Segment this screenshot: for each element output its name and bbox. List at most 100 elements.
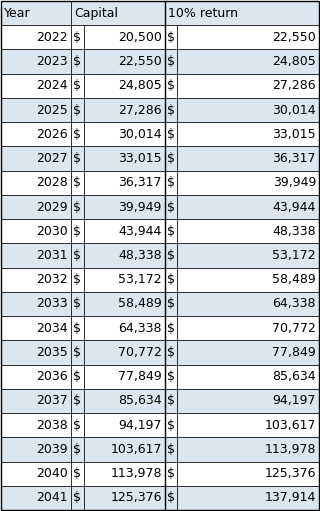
Text: 39,949: 39,949 bbox=[118, 200, 162, 214]
Bar bbox=[84, 74, 165, 98]
Text: 2032: 2032 bbox=[36, 273, 68, 286]
Text: $: $ bbox=[73, 55, 81, 68]
Text: $: $ bbox=[73, 370, 81, 383]
Text: 125,376: 125,376 bbox=[265, 467, 316, 480]
Bar bbox=[71, 461, 84, 486]
Bar bbox=[178, 122, 319, 147]
Bar bbox=[84, 147, 165, 171]
Bar bbox=[178, 98, 319, 122]
Bar bbox=[165, 292, 178, 316]
Text: $: $ bbox=[167, 225, 175, 238]
Bar bbox=[178, 243, 319, 268]
Text: $: $ bbox=[167, 297, 175, 311]
Bar bbox=[178, 486, 319, 510]
Text: $: $ bbox=[73, 79, 81, 92]
Text: 58,489: 58,489 bbox=[272, 273, 316, 286]
Text: $: $ bbox=[167, 443, 175, 456]
Bar bbox=[71, 340, 84, 364]
Text: $: $ bbox=[167, 346, 175, 359]
Bar bbox=[178, 74, 319, 98]
Text: $: $ bbox=[73, 249, 81, 262]
Bar bbox=[165, 316, 178, 340]
Text: 2035: 2035 bbox=[36, 346, 68, 359]
Text: 58,489: 58,489 bbox=[118, 297, 162, 311]
Text: $: $ bbox=[167, 176, 175, 189]
Bar bbox=[1, 243, 71, 268]
Bar bbox=[165, 437, 178, 461]
Bar bbox=[1, 147, 71, 171]
Text: 43,944: 43,944 bbox=[273, 200, 316, 214]
Text: 2038: 2038 bbox=[36, 419, 68, 432]
Text: 24,805: 24,805 bbox=[118, 79, 162, 92]
Text: 2034: 2034 bbox=[36, 322, 68, 335]
Bar bbox=[84, 364, 165, 389]
Text: $: $ bbox=[73, 225, 81, 238]
Bar bbox=[71, 292, 84, 316]
Bar bbox=[178, 292, 319, 316]
Text: 2027: 2027 bbox=[36, 152, 68, 165]
Bar bbox=[1, 389, 71, 413]
Text: $: $ bbox=[73, 128, 81, 141]
Text: $: $ bbox=[73, 394, 81, 407]
Text: $: $ bbox=[167, 467, 175, 480]
Text: $: $ bbox=[167, 419, 175, 432]
Text: $: $ bbox=[167, 273, 175, 286]
Text: $: $ bbox=[73, 419, 81, 432]
Bar bbox=[71, 413, 84, 437]
Text: $: $ bbox=[73, 443, 81, 456]
Bar bbox=[71, 50, 84, 74]
Bar bbox=[71, 1, 165, 25]
Text: $: $ bbox=[167, 104, 175, 117]
Bar bbox=[71, 268, 84, 292]
Text: $: $ bbox=[73, 273, 81, 286]
Text: $: $ bbox=[167, 128, 175, 141]
Bar bbox=[178, 171, 319, 195]
Text: Capital: Capital bbox=[74, 7, 118, 19]
Bar bbox=[1, 292, 71, 316]
Text: 2025: 2025 bbox=[36, 104, 68, 117]
Bar bbox=[84, 486, 165, 510]
Bar bbox=[84, 219, 165, 243]
Text: 70,772: 70,772 bbox=[118, 346, 162, 359]
Text: 94,197: 94,197 bbox=[118, 419, 162, 432]
Bar bbox=[165, 171, 178, 195]
Bar bbox=[84, 316, 165, 340]
Bar bbox=[165, 147, 178, 171]
Bar bbox=[1, 461, 71, 486]
Text: $: $ bbox=[73, 104, 81, 117]
Text: 113,978: 113,978 bbox=[110, 467, 162, 480]
Text: 10% return: 10% return bbox=[168, 7, 238, 19]
Bar bbox=[178, 316, 319, 340]
Text: $: $ bbox=[73, 152, 81, 165]
Text: 27,286: 27,286 bbox=[272, 79, 316, 92]
Text: 77,849: 77,849 bbox=[272, 346, 316, 359]
Bar bbox=[1, 50, 71, 74]
Bar bbox=[71, 98, 84, 122]
Text: 77,849: 77,849 bbox=[118, 370, 162, 383]
Text: Year: Year bbox=[4, 7, 31, 19]
Bar bbox=[165, 364, 178, 389]
Bar bbox=[71, 74, 84, 98]
Text: 2028: 2028 bbox=[36, 176, 68, 189]
Bar bbox=[71, 389, 84, 413]
Bar bbox=[84, 461, 165, 486]
Bar bbox=[84, 268, 165, 292]
Text: $: $ bbox=[167, 249, 175, 262]
Bar bbox=[165, 413, 178, 437]
Bar bbox=[165, 486, 178, 510]
Text: 2037: 2037 bbox=[36, 394, 68, 407]
Text: $: $ bbox=[167, 31, 175, 44]
Text: $: $ bbox=[167, 79, 175, 92]
Text: 53,172: 53,172 bbox=[272, 249, 316, 262]
Bar bbox=[71, 171, 84, 195]
Bar bbox=[165, 389, 178, 413]
Bar bbox=[1, 171, 71, 195]
Bar bbox=[165, 268, 178, 292]
Bar bbox=[84, 25, 165, 50]
Bar bbox=[178, 413, 319, 437]
Text: 33,015: 33,015 bbox=[272, 128, 316, 141]
Bar bbox=[1, 486, 71, 510]
Text: 125,376: 125,376 bbox=[110, 492, 162, 504]
Bar bbox=[84, 50, 165, 74]
Bar bbox=[84, 195, 165, 219]
